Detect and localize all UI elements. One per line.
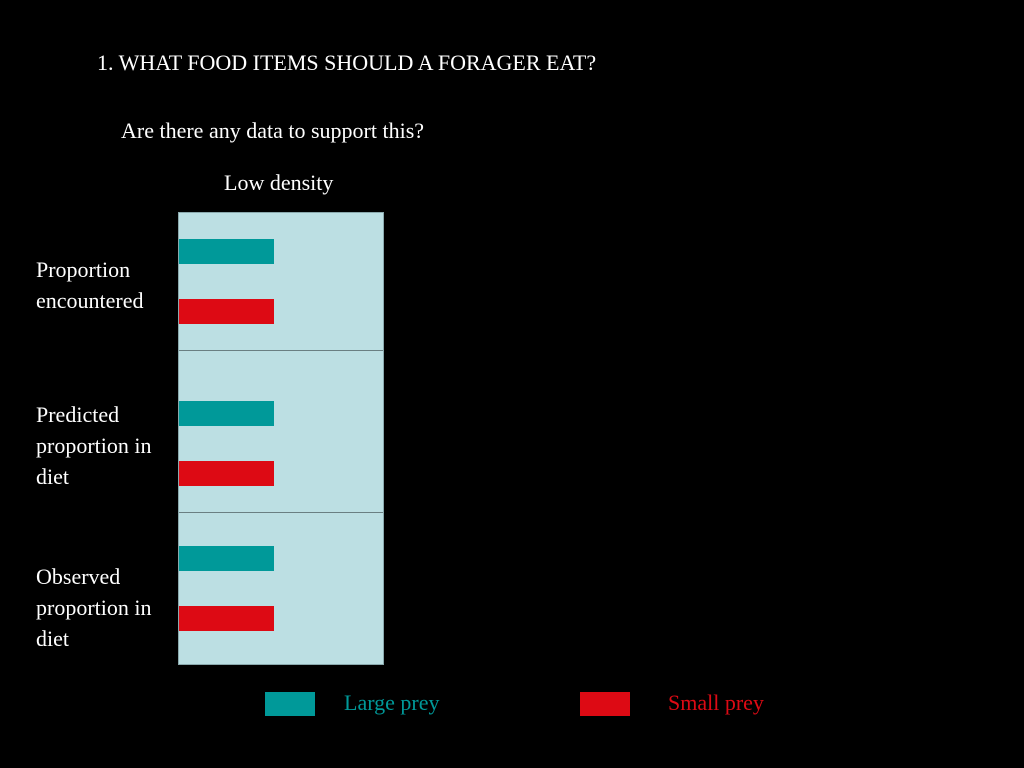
slide-heading: 1. WHAT FOOD ITEMS SHOULD A FORAGER EAT? (97, 50, 597, 75)
category-label-observed: Observed proportion in diet (36, 564, 152, 651)
legend-swatch-large-prey (265, 692, 315, 716)
legend-label-small-prey: Small prey (668, 690, 764, 715)
bar-small-prey (179, 299, 274, 324)
category-label-predicted: Predicted proportion in diet (36, 402, 152, 489)
panel-divider (179, 350, 383, 351)
legend-label-large-prey: Large prey (344, 690, 440, 715)
bar-large-prey (179, 239, 274, 264)
panel-divider (179, 512, 383, 513)
chart-panel (178, 212, 384, 665)
bar-small-prey (179, 461, 274, 486)
legend-swatch-small-prey (580, 692, 630, 716)
bar-large-prey (179, 546, 274, 571)
chart-title: Low density (224, 170, 334, 195)
bar-small-prey (179, 606, 274, 631)
slide-subheading: Are there any data to support this? (121, 118, 425, 143)
bar-large-prey (179, 401, 274, 426)
category-label-encountered: Proportion encountered (36, 257, 144, 313)
